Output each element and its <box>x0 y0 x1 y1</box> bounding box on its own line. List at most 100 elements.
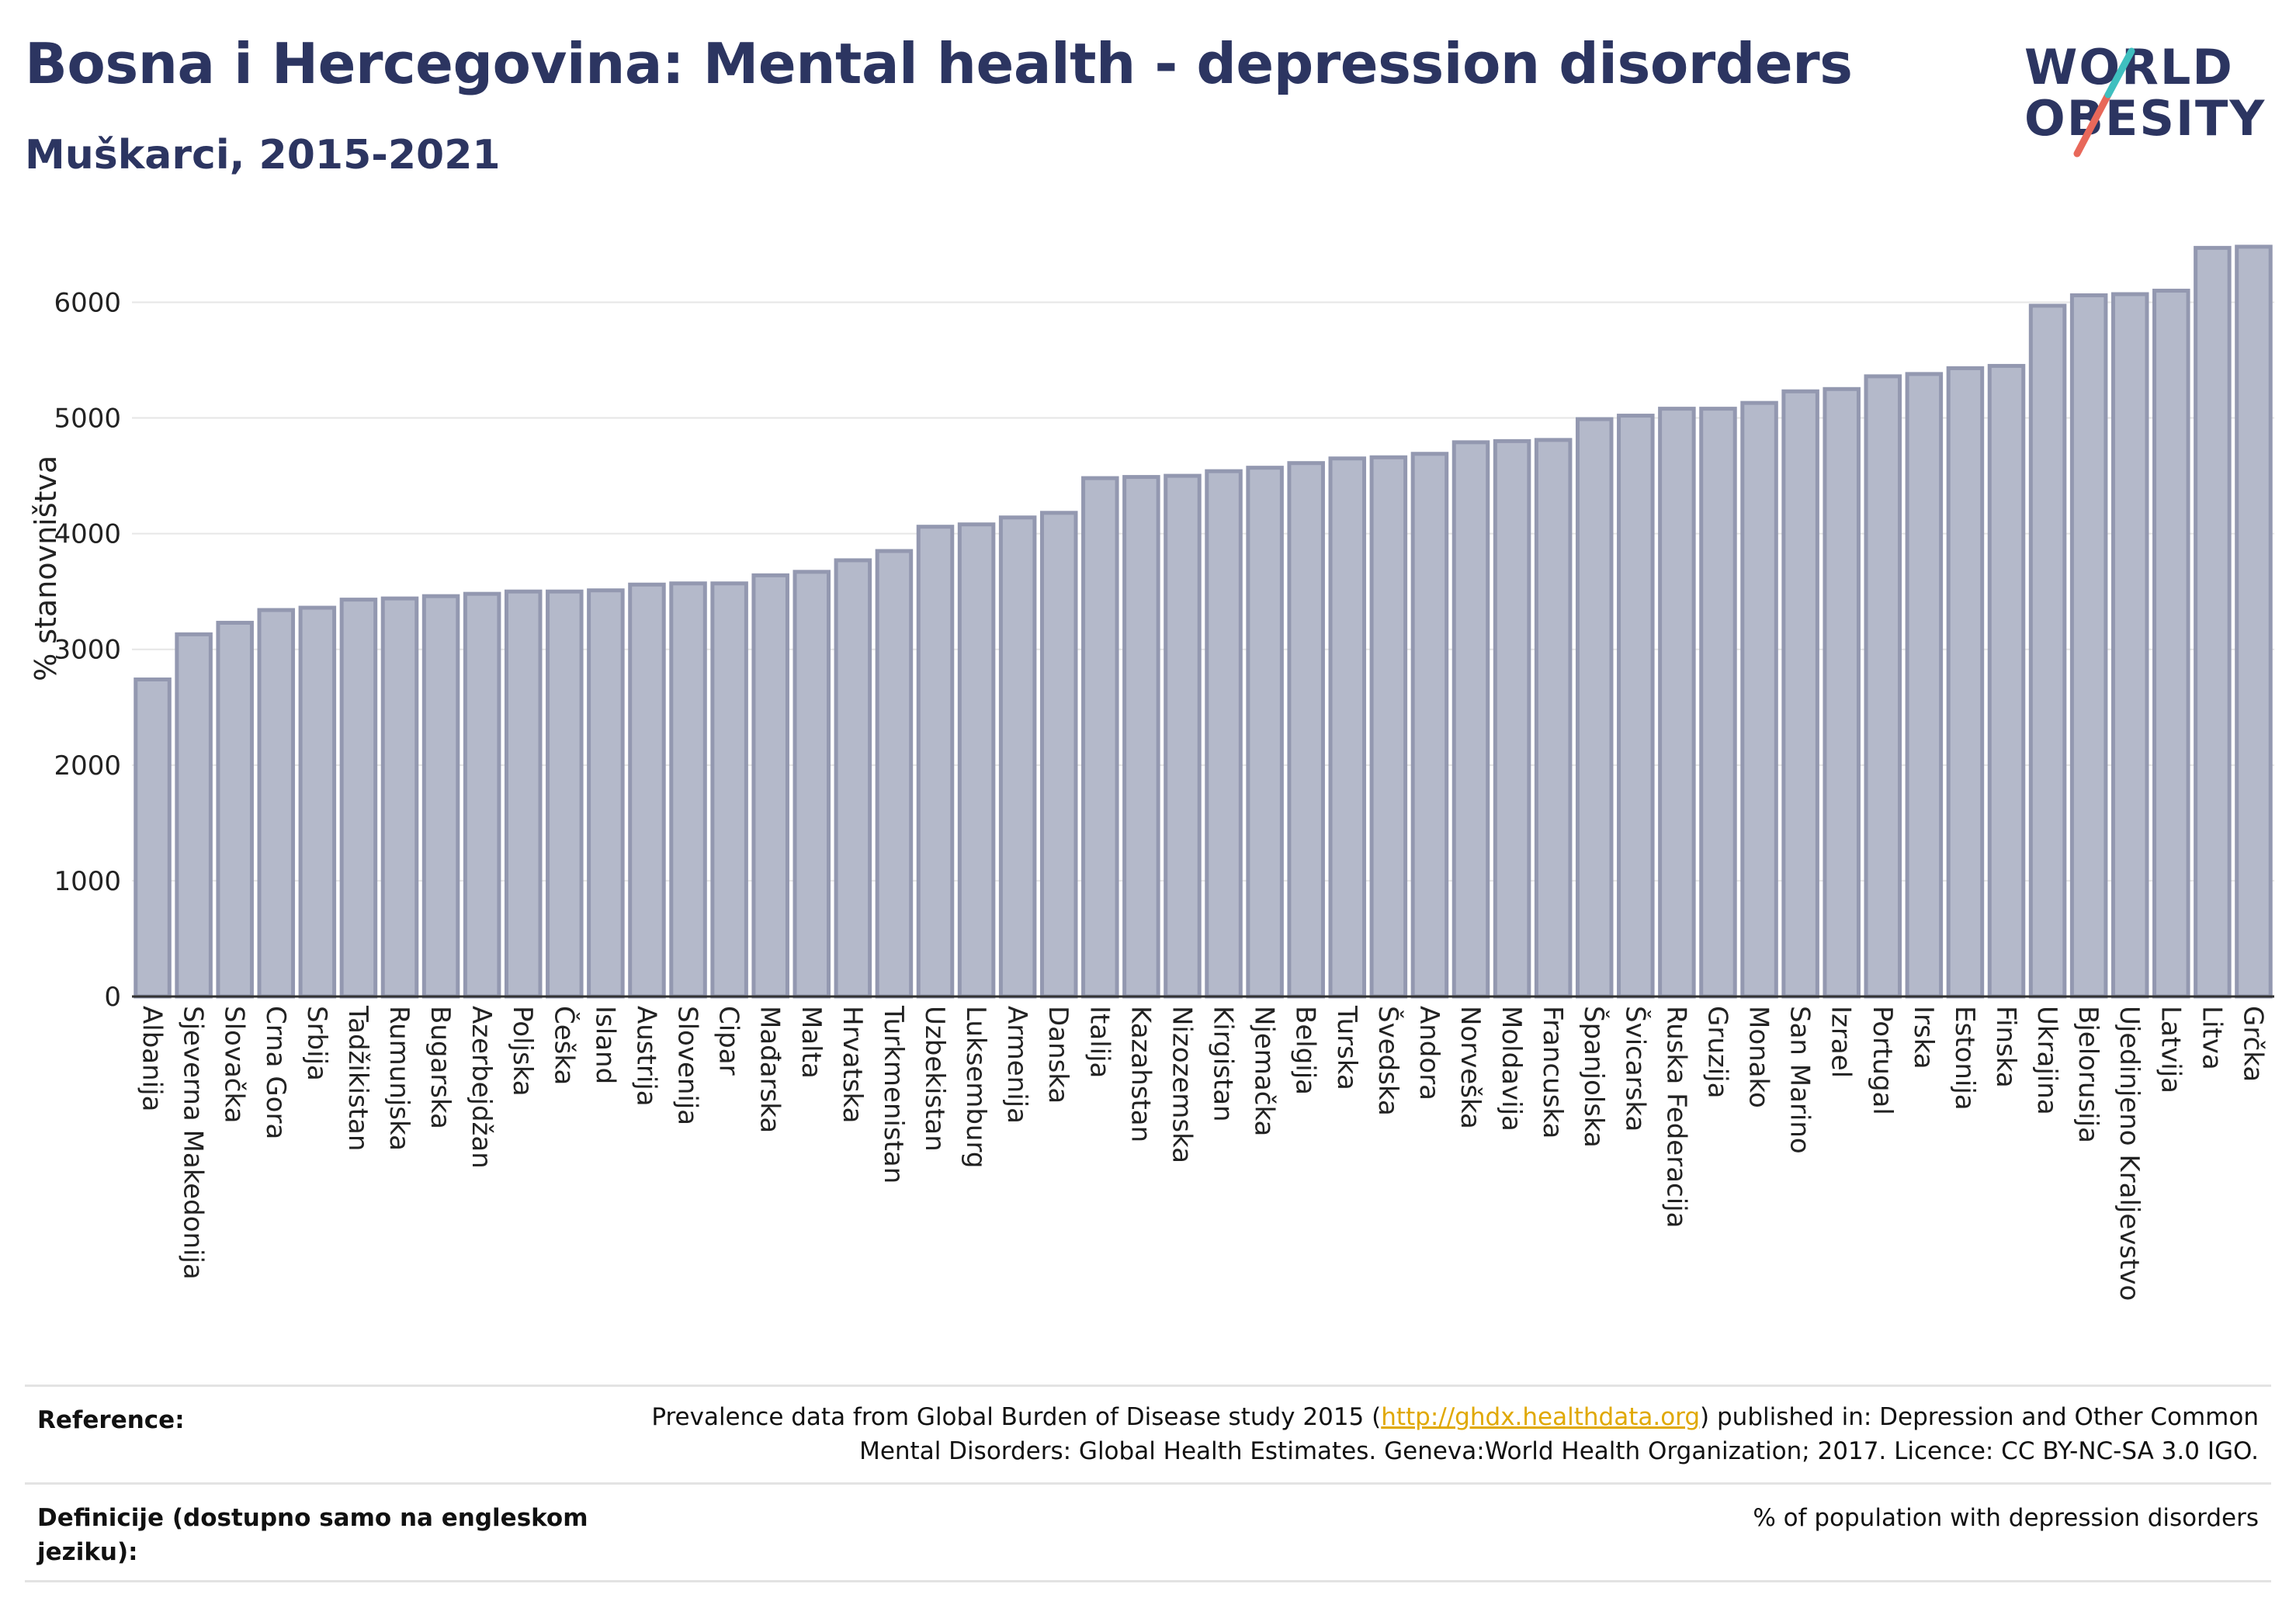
chart-footer: Reference: Prevalence data from Global B… <box>25 1385 2271 1586</box>
bar <box>1328 456 1367 999</box>
x-tick-label: Kirgistan <box>1208 1006 1239 1122</box>
bar <box>1039 511 1078 999</box>
x-tick-label: Mađarska <box>754 1006 786 1133</box>
logo-text-obesity: OBESITY <box>2024 90 2267 147</box>
x-tick-label: Luksemburg <box>960 1006 991 1168</box>
bar <box>1946 366 1985 999</box>
x-tick-label: Austrija <box>630 1006 661 1107</box>
y-tick-label: 0 <box>104 982 121 1013</box>
x-tick-label: Švedska <box>1372 1006 1404 1116</box>
bar <box>1287 461 1325 999</box>
bar <box>1658 407 1696 999</box>
x-tick-label: Andora <box>1413 1006 1445 1100</box>
bar <box>1781 389 1819 999</box>
x-tick-label: Slovačka <box>219 1006 250 1123</box>
x-tick-label: Malta <box>796 1006 827 1079</box>
bar <box>1617 414 1655 999</box>
y-axis-label: % stanovništva <box>29 456 63 681</box>
x-tick-label: Cipar <box>713 1006 744 1076</box>
bar <box>998 515 1037 999</box>
x-tick-label: Crna Gora <box>260 1006 291 1139</box>
x-tick-label: Tadžikistan <box>342 1005 373 1151</box>
x-tick-label: Španjolska <box>1578 1006 1610 1148</box>
bar <box>1864 374 1902 999</box>
bar <box>957 522 996 999</box>
x-tick-label: Nizozemska <box>1166 1006 1197 1163</box>
bar <box>1699 407 1737 999</box>
x-tick-label: Italija <box>1084 1006 1115 1078</box>
reference-text-line2: Mental Disorders: Global Health Estimate… <box>859 1437 2259 1465</box>
bar <box>216 620 254 999</box>
bar <box>1534 438 1573 999</box>
bar <box>628 582 666 999</box>
x-tick-label: Rumunjska <box>383 1006 414 1151</box>
bar <box>175 632 213 999</box>
reference-text-before: Prevalence data from Global Burden of Di… <box>651 1403 1382 1431</box>
x-tick-label: Hrvatska <box>837 1006 868 1123</box>
logo-slash-icon <box>2073 47 2135 158</box>
bar <box>1740 400 1778 999</box>
x-tick-label: Kazahstan <box>1125 1006 1156 1142</box>
bar <box>1246 466 1284 999</box>
x-tick-label: Latvija <box>2155 1006 2186 1093</box>
y-tick-label: 6000 <box>54 287 121 318</box>
bar <box>298 605 337 999</box>
reference-label: Reference: <box>37 1406 185 1434</box>
bar <box>504 589 543 999</box>
x-tick-label: Danska <box>1042 1006 1073 1104</box>
x-tick-label: Ukrajina <box>2031 1006 2062 1115</box>
bar <box>421 594 460 999</box>
x-tick-label: Bjelorusija <box>2072 1006 2104 1143</box>
bar <box>916 525 955 999</box>
x-tick-label: Poljska <box>507 1006 538 1097</box>
x-tick-label: Armenija <box>1001 1006 1032 1124</box>
reference-text: Prevalence data from Global Burden of Di… <box>651 1400 2259 1468</box>
world-obesity-logo: WORLD OBESITY <box>2017 39 2273 171</box>
x-tick-label: Bugarska <box>425 1006 456 1129</box>
y-tick-label: 1000 <box>54 866 121 897</box>
bar <box>1410 452 1449 999</box>
bar <box>463 591 501 999</box>
x-tick-label: Grčka <box>2237 1006 2268 1082</box>
bar <box>875 549 914 999</box>
x-tick-label: Norveška <box>1455 1006 1486 1129</box>
x-tick-label: Portugal <box>1867 1006 1898 1115</box>
x-tick-label: Irska <box>1908 1006 1939 1069</box>
bar <box>1081 476 1119 999</box>
bar <box>1122 475 1160 999</box>
definition-text: % of population with depression disorder… <box>1753 1504 2259 1532</box>
bar <box>587 588 625 999</box>
bar <box>1164 473 1202 999</box>
bar <box>546 589 584 999</box>
x-tick-label: Litva <box>2196 1006 2227 1070</box>
x-tick-label: Turska <box>1331 1005 1362 1090</box>
bar <box>710 581 748 999</box>
bar <box>257 608 296 999</box>
x-tick-label: Azerbejdžan <box>466 1006 497 1169</box>
bar <box>1205 469 1243 999</box>
footer-divider <box>25 1482 2271 1485</box>
footer-divider <box>25 1385 2271 1387</box>
bar <box>1823 386 1861 999</box>
x-tick-label: Njemačka <box>1249 1006 1280 1136</box>
bar <box>1575 417 1614 999</box>
bar <box>2028 303 2067 999</box>
x-tick-label: Francuska <box>1537 1006 1568 1139</box>
bar <box>2069 293 2108 999</box>
bar <box>1493 438 1531 999</box>
x-tick-label: Sjeverna Makedonija <box>178 1006 209 1280</box>
logo-text-world: WORLD <box>2024 39 2234 95</box>
x-tick-label: Gruzija <box>1701 1006 1732 1098</box>
x-tick-label: Monako <box>1743 1006 1774 1108</box>
footer-divider <box>25 1580 2271 1582</box>
reference-link[interactable]: http://ghdx.healthdata.org <box>1381 1403 1701 1431</box>
bar <box>339 598 378 999</box>
x-tick-label: Češka <box>548 1006 580 1085</box>
bar <box>380 596 419 999</box>
x-tick-label: Moldavija <box>1496 1006 1527 1132</box>
y-tick-label: 4000 <box>54 519 121 550</box>
bar <box>793 570 831 999</box>
x-tick-label: Izrael <box>1826 1006 1857 1078</box>
x-tick-label: Uzbekistan <box>919 1006 950 1152</box>
bar <box>2235 244 2273 999</box>
